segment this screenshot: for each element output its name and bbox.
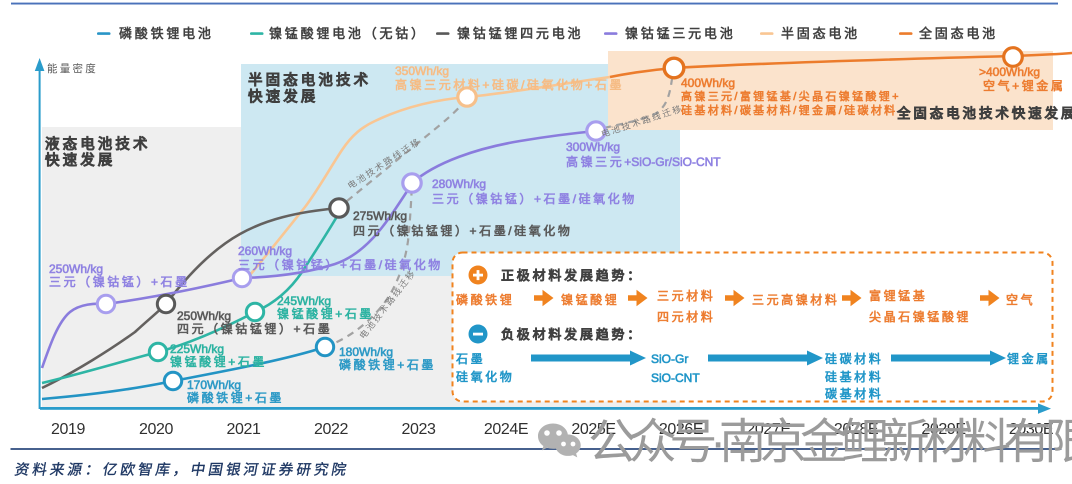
svg-text:2021: 2021: [227, 421, 261, 438]
svg-text:快速发展: 快速发展: [248, 88, 318, 106]
svg-text:磷酸铁锂+石墨: 磷酸铁锂+石墨: [339, 357, 436, 372]
svg-text:250Wh/kg: 250Wh/kg: [177, 309, 231, 323]
svg-text:三元（镍钴锰）+石墨/硅氧化物: 三元（镍钴锰）+石墨/硅氧化物: [432, 191, 637, 206]
svg-text:镍锰酸锂: 镍锰酸锂: [561, 292, 619, 307]
svg-text:SiO-CNT: SiO-CNT: [651, 371, 700, 385]
svg-text:全固态电池技术快速发展: 全固态电池技术快速发展: [896, 105, 1072, 121]
svg-text:半固态电池技术: 半固态电池技术: [248, 71, 371, 89]
svg-text:225Wh/kg: 225Wh/kg: [170, 342, 224, 356]
svg-text:2027E: 2027E: [746, 421, 790, 438]
svg-text:170Wh/kg: 170Wh/kg: [187, 378, 241, 392]
svg-text:镍钴锰三元电池: 镍钴锰三元电池: [625, 26, 735, 41]
svg-text:碳基材料: 碳基材料: [825, 387, 883, 401]
svg-text:硅基材料: 硅基材料: [825, 370, 883, 384]
svg-text:400Wh/kg: 400Wh/kg: [681, 76, 735, 90]
svg-text:快速发展: 快速发展: [45, 151, 115, 169]
svg-text:260Wh/kg: 260Wh/kg: [238, 244, 292, 258]
svg-text:液态电池技术: 液态电池技术: [45, 135, 151, 153]
svg-text:资料来源：亿欧智库，中国银河证券研究院: 资料来源：亿欧智库，中国银河证券研究院: [13, 462, 350, 479]
svg-text:镍锰酸锂电池（无钴）: 镍锰酸锂电池（无钴）: [269, 26, 427, 41]
svg-text:磷酸铁锂+石墨: 磷酸铁锂+石墨: [187, 390, 284, 405]
svg-text:锂金属: 锂金属: [1007, 351, 1051, 366]
svg-text:公众号·南京金鲤新材料有限公司: 公众号·南京金鲤新材料有限公司: [588, 416, 1072, 469]
svg-text:2020: 2020: [139, 421, 173, 438]
svg-text:>400Wh/kg: >400Wh/kg: [979, 65, 1040, 79]
svg-text:三元高镍材料: 三元高镍材料: [752, 292, 839, 307]
svg-text:四元材料: 四元材料: [657, 310, 715, 324]
svg-text:280Wh/kg: 280Wh/kg: [432, 177, 486, 191]
svg-text:镍钴锰锂四元电池: 镍钴锰锂四元电池: [457, 26, 583, 41]
svg-text:空气: 空气: [1006, 292, 1035, 307]
svg-text:245Wh/kg: 245Wh/kg: [277, 294, 331, 308]
svg-text:350Wh/kg: 350Wh/kg: [395, 64, 449, 78]
svg-text:250Wh/kg: 250Wh/kg: [49, 262, 103, 276]
svg-text:磷酸铁锂: 磷酸铁锂: [456, 292, 514, 307]
svg-text:硅碳材料: 硅碳材料: [825, 352, 883, 366]
svg-text:2022: 2022: [314, 421, 348, 438]
svg-text:硅基材料/碳基材料/锂金属/硅碳材料: 硅基材料/碳基材料/锂金属/硅碳材料: [681, 103, 898, 117]
svg-text:180Wh/kg: 180Wh/kg: [339, 345, 393, 359]
svg-text:四元（镍钴锰锂）+石墨: 四元（镍钴锰锂）+石墨: [177, 321, 332, 336]
svg-text:全固态电池: 全固态电池: [919, 26, 998, 41]
svg-text:石墨: 石墨: [456, 352, 485, 366]
svg-text:三元（镍钴锰）+石墨/硅氧化物: 三元（镍钴锰）+石墨/硅氧化物: [238, 257, 443, 272]
svg-text:负极材料发展趋势：: 负极材料发展趋势：: [501, 327, 643, 342]
svg-text:硅氧化物: 硅氧化物: [456, 370, 514, 384]
svg-text:镍锰酸锂+石墨: 镍锰酸锂+石墨: [277, 306, 374, 321]
svg-text:2030E: 2030E: [1009, 421, 1053, 438]
svg-text:2024E: 2024E: [484, 421, 528, 438]
svg-text:高镍三元/富锂锰基/尖晶石镍锰酸锂+: 高镍三元/富锂锰基/尖晶石镍锰酸锂+: [681, 89, 901, 103]
svg-text:四元（镍钴锰锂）+石墨/硅氧化物: 四元（镍钴锰锂）+石墨/硅氧化物: [353, 223, 572, 238]
svg-text:高镍三元材料+硅碳/硅氧化物+石墨: 高镍三元材料+硅碳/硅氧化物+石墨: [395, 77, 624, 92]
svg-text:三元材料: 三元材料: [657, 289, 715, 303]
svg-text:SiO-Gr: SiO-Gr: [651, 352, 688, 366]
svg-text:镍锰酸锂+石墨: 镍锰酸锂+石墨: [170, 354, 267, 369]
svg-text:2026E: 2026E: [659, 421, 703, 438]
svg-text:半固态电池: 半固态电池: [781, 26, 860, 41]
svg-text:2023: 2023: [402, 421, 436, 438]
svg-text:2025E: 2025E: [571, 421, 615, 438]
svg-text:磷酸铁锂电池: 磷酸铁锂电池: [119, 26, 214, 41]
svg-text:高镍三元+SiO-Gr/SiO-CNT: 高镍三元+SiO-Gr/SiO-CNT: [566, 154, 721, 169]
svg-text:空气+锂金属: 空气+锂金属: [983, 78, 1065, 93]
svg-text:三元（镍钴锰）+石墨: 三元（镍钴锰）+石墨: [49, 274, 190, 289]
svg-text:275Wh/kg: 275Wh/kg: [353, 209, 407, 223]
svg-text:富锂锰基: 富锂锰基: [869, 288, 927, 303]
svg-text:尖晶石镍锰酸锂: 尖晶石镍锰酸锂: [869, 309, 971, 324]
svg-text:2029E: 2029E: [921, 421, 965, 438]
svg-text:正极材料发展趋势：: 正极材料发展趋势：: [501, 268, 643, 283]
svg-text:300Wh/kg: 300Wh/kg: [566, 140, 620, 154]
svg-text:2019: 2019: [51, 421, 85, 438]
svg-text:2028E: 2028E: [834, 421, 878, 438]
svg-text:能量密度: 能量密度: [47, 62, 98, 75]
